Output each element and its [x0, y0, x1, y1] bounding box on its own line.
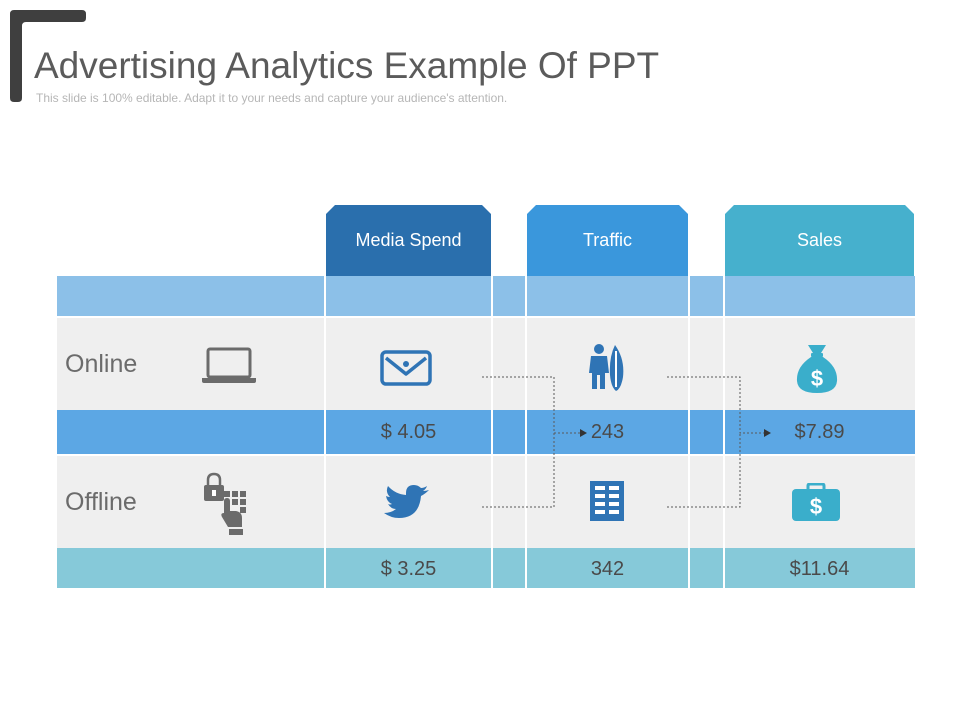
row-label-offline: Offline — [65, 488, 137, 516]
offline-traffic-value: 342 — [590, 558, 625, 580]
table-top-band — [57, 276, 915, 316]
slide-title: Advertising Analytics Example Of PPT — [34, 45, 660, 86]
twitter-bird-icon — [384, 485, 429, 518]
online-media-spend-value: $ 4.05 — [380, 421, 437, 443]
header-sales: Sales — [725, 205, 914, 276]
header-media-spend: Media Spend — [326, 205, 491, 276]
slide-subtitle: This slide is 100% editable. Adapt it to… — [36, 91, 508, 105]
column-divider — [324, 276, 326, 588]
row-label-online: Online — [65, 350, 138, 378]
online-traffic-value: 243 — [590, 421, 625, 443]
offline-media-spend-value: $ 3.25 — [380, 558, 437, 580]
svg-text:$: $ — [811, 366, 823, 391]
header-traffic: Traffic — [527, 205, 688, 276]
money-bag-icon: $ — [796, 345, 838, 393]
offline-sales-value: $11.64 — [789, 558, 850, 580]
column-divider — [491, 276, 493, 588]
offline-icon-row — [57, 456, 915, 548]
briefcase-dollar-icon: $ — [792, 483, 840, 521]
svg-text:$: $ — [810, 494, 822, 519]
online-sales-value: $7.89 — [794, 421, 845, 443]
column-divider — [688, 276, 690, 588]
laptop-icon — [202, 347, 256, 383]
envelope-icon — [380, 350, 432, 386]
online-icon-row — [57, 318, 915, 410]
offline-values-row — [57, 548, 915, 588]
lock-keypad-icon — [204, 472, 246, 535]
title-bracket-decoration — [10, 10, 86, 102]
person-surfboard-icon — [589, 344, 624, 391]
building-icon — [590, 481, 624, 521]
